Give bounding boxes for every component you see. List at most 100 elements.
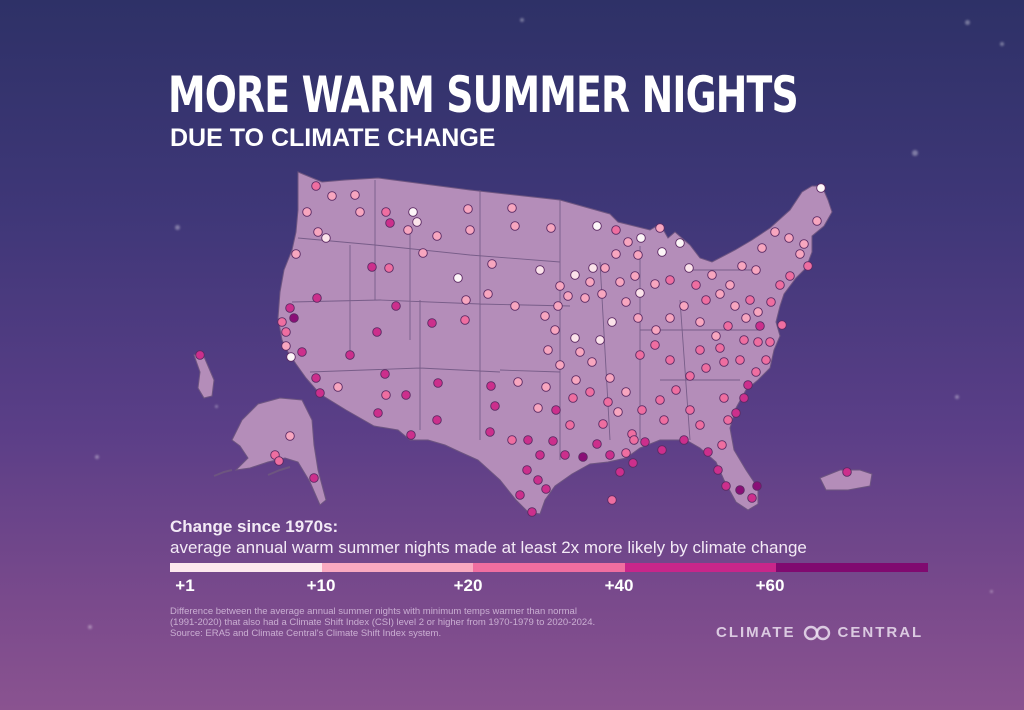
station-marker <box>703 447 713 457</box>
station-marker <box>587 357 597 367</box>
legend-color-bar <box>170 563 928 572</box>
station-marker <box>719 357 729 367</box>
brand-word-right: CENTRAL <box>837 624 924 641</box>
legend-tick-10: +10 <box>306 576 336 595</box>
station-marker <box>657 445 667 455</box>
station-marker <box>753 337 763 347</box>
station-marker <box>560 450 570 460</box>
station-marker <box>453 273 463 283</box>
station-marker <box>695 420 705 430</box>
station-marker <box>427 318 437 328</box>
background-star <box>1000 42 1004 46</box>
legend-swatch-3 <box>473 563 625 572</box>
legend-tick-40: +40 <box>604 576 634 595</box>
station-marker <box>741 313 751 323</box>
station-marker <box>635 288 645 298</box>
station-marker <box>597 289 607 299</box>
station-marker <box>752 481 762 491</box>
station-marker <box>679 435 689 445</box>
station-marker <box>611 225 621 235</box>
footnote-line-1: Difference between the average annual su… <box>170 606 577 617</box>
station-marker <box>373 408 383 418</box>
station-marker <box>711 331 721 341</box>
station-marker <box>615 467 625 477</box>
station-marker <box>595 335 605 345</box>
station-marker <box>695 345 705 355</box>
station-marker <box>812 216 822 226</box>
station-marker <box>803 261 813 271</box>
station-marker <box>592 221 602 231</box>
station-marker <box>487 259 497 269</box>
station-marker <box>461 295 471 305</box>
station-marker <box>585 387 595 397</box>
station-marker <box>637 405 647 415</box>
station-marker <box>302 207 312 217</box>
infinity-loop-icon <box>803 625 830 640</box>
station-marker <box>707 270 717 280</box>
legend-tick-20: +20 <box>453 576 483 595</box>
station-marker <box>770 227 780 237</box>
station-marker <box>571 375 581 385</box>
station-marker <box>311 181 321 191</box>
station-marker <box>380 369 390 379</box>
station-marker <box>655 395 665 405</box>
legend-description: average annual warm summer nights made a… <box>170 538 807 557</box>
station-marker <box>585 277 595 287</box>
station-marker <box>766 297 776 307</box>
station-marker <box>563 291 573 301</box>
station-marker <box>592 439 602 449</box>
station-marker <box>285 303 295 313</box>
station-marker <box>578 452 588 462</box>
station-marker <box>665 275 675 285</box>
station-marker <box>507 435 517 445</box>
station-marker <box>460 315 470 325</box>
station-marker <box>613 407 623 417</box>
station-marker <box>350 190 360 200</box>
climate-central-logo: CLIMATE CENTRAL <box>716 624 923 641</box>
station-marker <box>281 327 291 337</box>
station-marker <box>784 233 794 243</box>
station-marker <box>715 289 725 299</box>
station-marker <box>313 227 323 237</box>
station-marker <box>541 484 551 494</box>
station-marker <box>533 403 543 413</box>
station-marker <box>623 237 633 247</box>
station-marker <box>327 191 337 201</box>
legend-swatch-4 <box>624 563 777 572</box>
legend-title: Change since 1970s: <box>170 517 339 536</box>
station-marker <box>761 355 771 365</box>
station-marker <box>816 183 826 193</box>
station-marker <box>286 352 296 362</box>
station-marker <box>513 377 523 387</box>
station-marker <box>412 217 422 227</box>
station-marker <box>679 301 689 311</box>
station-marker <box>580 293 590 303</box>
station-marker <box>605 450 615 460</box>
background-star <box>175 225 180 230</box>
station-marker <box>723 321 733 331</box>
station-marker <box>381 390 391 400</box>
background-star <box>88 625 92 629</box>
footnote-line-3: Source: ERA5 and Climate Central's Clima… <box>170 628 442 639</box>
station-marker <box>621 387 631 397</box>
station-marker <box>629 435 639 445</box>
station-marker <box>777 320 787 330</box>
station-marker <box>651 325 661 335</box>
station-marker <box>548 436 558 446</box>
alaska-shape <box>231 397 327 506</box>
station-marker <box>555 281 565 291</box>
station-marker <box>607 495 617 505</box>
station-marker <box>600 263 610 273</box>
station-marker <box>735 355 745 365</box>
station-marker <box>743 380 753 390</box>
station-marker <box>510 301 520 311</box>
station-marker <box>739 335 749 345</box>
map-subtitle: DUE TO CLIMATE CHANGE <box>170 124 496 152</box>
contiguous-us-shape <box>277 171 833 515</box>
station-marker <box>465 225 475 235</box>
station-marker <box>695 317 705 327</box>
station-marker <box>717 440 727 450</box>
station-marker <box>195 350 205 360</box>
station-marker <box>721 481 731 491</box>
